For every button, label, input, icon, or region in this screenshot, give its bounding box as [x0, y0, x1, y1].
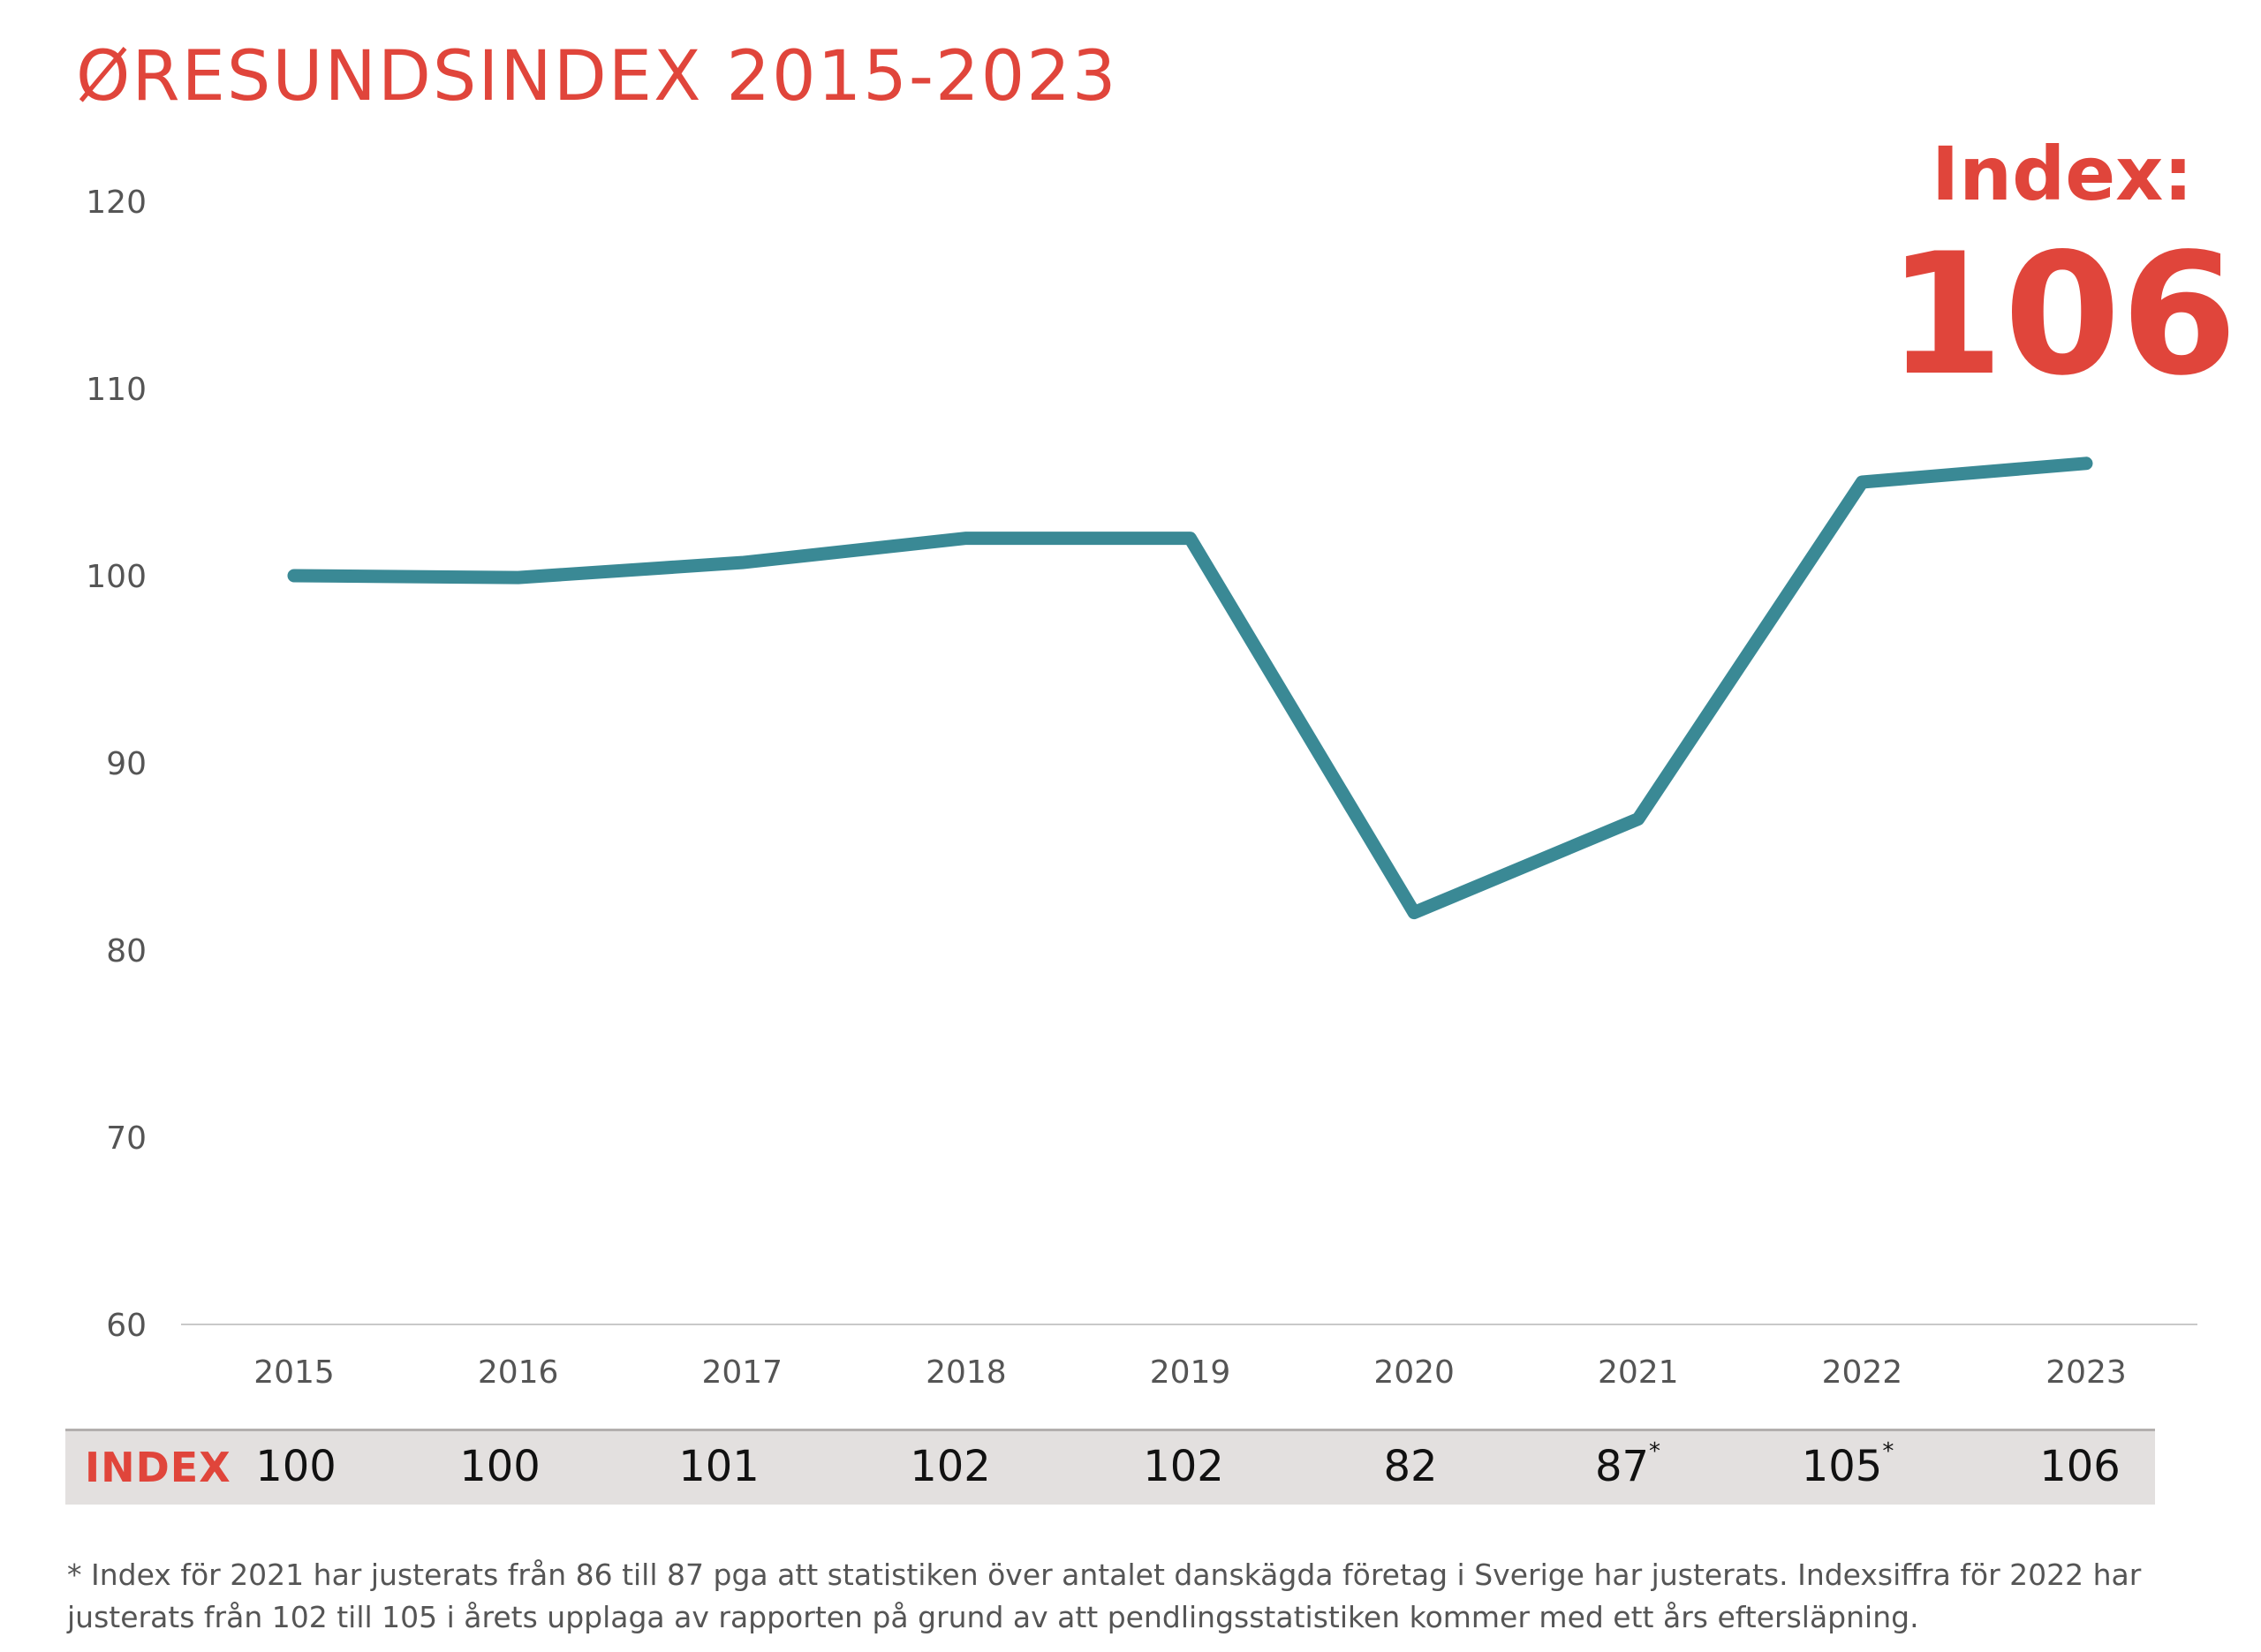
index-cell: 101	[631, 1442, 807, 1491]
index-value: 101	[678, 1442, 760, 1491]
y-tick-label: 60	[106, 1308, 147, 1344]
index-cell: 100	[412, 1442, 588, 1491]
y-tick-label: 80	[106, 933, 147, 969]
index-value: 87	[1594, 1442, 1650, 1491]
x-tick-label: 2019	[1150, 1354, 1231, 1391]
index-cell: 100	[208, 1442, 384, 1491]
y-tick-label: 110	[86, 372, 147, 408]
callout-label: Index:	[1932, 131, 2193, 217]
footnote: * Index för 2021 har justerats från 86 t…	[67, 1558, 2142, 1634]
footnote-marker: *	[1882, 1438, 1894, 1465]
index-cell: 102	[1095, 1442, 1272, 1491]
index-value: 106	[2039, 1442, 2121, 1491]
x-tick-label: 2017	[701, 1354, 783, 1391]
y-tick-label: 70	[106, 1120, 147, 1157]
index-cell: 82	[1322, 1442, 1499, 1491]
index-value: 105	[1801, 1442, 1883, 1491]
x-tick-label: 2023	[2045, 1354, 2127, 1391]
x-tick-label: 2015	[253, 1354, 335, 1391]
x-axis: 2015 2016 2017 2018 2019 2020 2021 2022 2023	[253, 1354, 2127, 1391]
x-tick-label: 2020	[1373, 1354, 1455, 1391]
index-cell: 105*	[1759, 1438, 1936, 1491]
x-tick-label: 2022	[1822, 1354, 1903, 1391]
index-cell: 87*	[1539, 1438, 1716, 1491]
x-tick-label: 2021	[1598, 1354, 1679, 1391]
y-tick-label: 120	[86, 185, 147, 221]
series-line	[287, 456, 2093, 920]
series-layer	[287, 456, 2093, 920]
index-cell: 106	[1992, 1442, 2168, 1491]
index-table-row: INDEX 100 100 101 102 102 82 87* 105* 106	[65, 1429, 2155, 1505]
index-value: 102	[910, 1442, 991, 1491]
index-value: 100	[255, 1442, 337, 1491]
index-value: 100	[459, 1442, 541, 1491]
index-cell: 102	[862, 1442, 1039, 1491]
x-tick-label: 2016	[478, 1354, 559, 1391]
index-value: 82	[1383, 1442, 1438, 1491]
y-tick-label: 90	[106, 746, 147, 782]
chart-title: ØRESUNDSINDEX 2015-2023	[76, 37, 1118, 117]
y-tick-label: 100	[86, 559, 147, 595]
footnote-marker: *	[1649, 1438, 1661, 1465]
y-axis: 60 70 80 90 100 110 120	[86, 185, 147, 1344]
index-row-label: INDEX	[85, 1444, 231, 1491]
x-tick-label: 2018	[926, 1354, 1007, 1391]
index-value: 102	[1143, 1442, 1224, 1491]
callout-value: 106	[1887, 217, 2238, 412]
